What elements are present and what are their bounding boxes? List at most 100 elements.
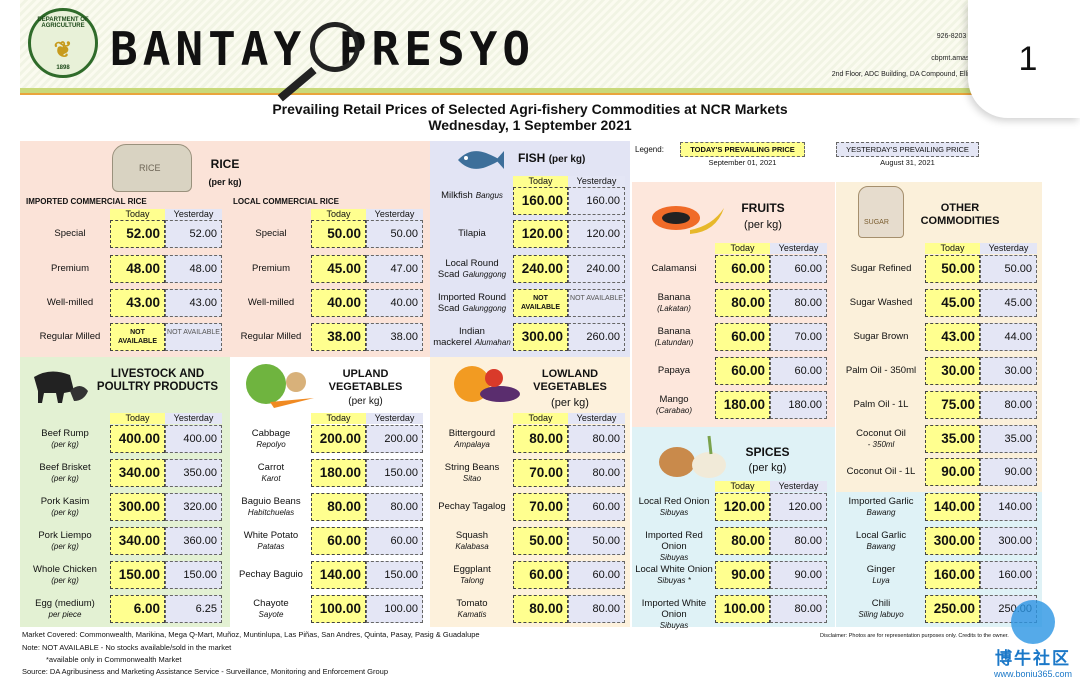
livestock-today-price: 300.00	[110, 493, 165, 521]
livestock-item-subname: (per kg)	[51, 440, 79, 449]
wheat-icon: ❦	[53, 37, 73, 62]
rice-imported-yesterday-price: 43.00	[165, 289, 222, 317]
upland-item-subname: Patatas	[257, 542, 285, 551]
fruits-yesterday-price: 60.00	[770, 255, 827, 283]
lowland-today-price: 70.00	[513, 459, 568, 487]
upland-today-header: Today	[311, 413, 366, 424]
fruits-item-label: Calamansi	[635, 263, 713, 274]
rice-local-item-name: Well-milled	[247, 297, 295, 308]
livestock-yesterday-header: Yesterday	[165, 413, 222, 424]
other-yesterday-price: 35.00	[980, 425, 1037, 453]
spices-right-item-name: Imported Garlic	[848, 496, 914, 507]
rice-imported-yesterday-price: NOT AVAILABLE	[165, 323, 222, 351]
spices-right-item-subname: Bawang	[866, 542, 896, 551]
lowland-item-name: Squash	[455, 530, 489, 541]
other-yesterday-price: 80.00	[980, 391, 1037, 419]
fruits-item-name: Mango	[659, 394, 689, 405]
upland-item-label: Baguio Beans Habitchuelas	[231, 496, 311, 518]
spices-right-today-price: 140.00	[925, 493, 980, 521]
upland-yesterday-price: 80.00	[366, 493, 423, 521]
spices-yesterday-price: 90.00	[770, 561, 827, 589]
livestock-yesterday-price: 150.00	[165, 561, 222, 589]
upland-yesterday-price: 60.00	[366, 527, 423, 555]
upland-yesterday-price: 150.00	[366, 561, 423, 589]
spices-item-subname: Sibuyas	[659, 553, 689, 562]
spices-right-yesterday-price: 140.00	[980, 493, 1037, 521]
upland-item-label: White Potato Patatas	[231, 530, 311, 552]
livestock-item-name: Pork Liempo	[38, 530, 92, 541]
fruits-item-name: Papaya	[657, 365, 691, 376]
other-today-header: Today	[925, 243, 980, 254]
fish-item-name: Local Round Scad	[437, 258, 499, 280]
upland-yesterday-header: Yesterday	[366, 413, 423, 424]
lowland-yesterday-price: 60.00	[568, 493, 625, 521]
local-rice-title: LOCAL COMMERCIAL RICE	[233, 197, 339, 206]
upland-item-label: Chayote Sayote	[231, 598, 311, 620]
spices-item-subname: Sibuyas *	[657, 576, 691, 585]
fish-yesterday-price: 240.00	[568, 255, 625, 283]
livestock-item-label: Beef Rump (per kg)	[22, 428, 108, 450]
livestock-item-subname: per piece	[48, 610, 82, 619]
fish-title: FISH	[518, 151, 546, 165]
livestock-icon	[30, 363, 90, 407]
lowland-yesterday-price: 50.00	[568, 527, 625, 555]
legend-yesterday-date: August 31, 2021	[880, 158, 935, 167]
fruits-yesterday-price: 70.00	[770, 323, 827, 351]
upland-today-price: 180.00	[311, 459, 366, 487]
other-item-label: Coconut Oil - 1L	[838, 466, 924, 477]
fruits-today-price: 80.00	[715, 289, 770, 317]
rice-imported-today-price: 52.00	[110, 220, 165, 248]
livestock-yesterday-price: 360.00	[165, 527, 222, 555]
rice-sack-label: RICE	[139, 163, 161, 173]
other-today-price: 43.00	[925, 323, 980, 351]
spices-right-item-label: Ginger Luya	[838, 564, 924, 586]
spices-yesterday-price: 80.00	[770, 527, 827, 555]
upland-item-subname: Karot	[261, 474, 281, 483]
lowland-yesterday-price: 60.00	[568, 561, 625, 589]
fish-item-label: Milkfish Bangus	[432, 190, 512, 201]
livestock-item-subname: (per kg)	[51, 542, 79, 551]
other-item-label: Sugar Washed	[838, 297, 924, 308]
lowland-item-label: Tomato Kamatis	[432, 598, 512, 620]
fruits-today-price: 60.00	[715, 255, 770, 283]
fruits-item-subname: (Carabao)	[655, 406, 692, 415]
fish-item-label: Imported Round Scad Galunggong	[432, 292, 512, 314]
other-today-price: 30.00	[925, 357, 980, 385]
rice-imported-item-label: Special	[20, 228, 120, 239]
sugar-bag-icon: SUGAR	[858, 186, 904, 238]
fruits-item-label: Banana (Lakatan)	[635, 292, 713, 314]
upland-item-subname: Sayote	[258, 610, 284, 619]
fish-yesterday-header: Yesterday	[568, 176, 625, 187]
header-divider-accent	[20, 93, 1045, 95]
rice-imported-yesterday-price: 48.00	[165, 255, 222, 283]
lowland-item-name: Bittergourd	[448, 428, 496, 439]
footer-note: Note: NOT AVAILABLE - No stocks availabl…	[22, 643, 232, 652]
fruits-yesterday-price: 60.00	[770, 357, 827, 385]
upland-item-subname: Habitchuelas	[247, 508, 295, 517]
header-email: cbpmt.amas2015	[931, 55, 985, 62]
fish-yesterday-price: NOT AVAILABLE	[568, 289, 625, 317]
upland-item-name: Cabbage	[251, 428, 291, 439]
spices-today-price: 100.00	[715, 595, 770, 623]
fruits-yesterday-price: 180.00	[770, 391, 827, 419]
other-yesterday-header: Yesterday	[980, 243, 1037, 254]
livestock-today-price: 340.00	[110, 527, 165, 555]
fish-item-name: Indian mackerel	[433, 326, 485, 348]
upland-vegetables-icon	[240, 362, 318, 414]
spices-right-yesterday-price: 300.00	[980, 527, 1037, 555]
rice-local-item-label: Special	[231, 228, 311, 239]
lowland-item-name: Tomato	[456, 598, 488, 609]
upland-today-price: 80.00	[311, 493, 366, 521]
fruits-unit: (per kg)	[744, 219, 782, 231]
livestock-item-label: Pork Kasim (per kg)	[22, 496, 108, 518]
rice-local-item-name: Regular Milled	[240, 331, 302, 342]
fruits-item-name: Banana	[657, 326, 691, 337]
lowland-item-subname: Sitao	[462, 474, 482, 483]
other-item-name: Sugar Refined	[850, 263, 912, 274]
fish-item-name: Milkfish	[441, 190, 473, 201]
livestock-item-subname: (per kg)	[51, 576, 79, 585]
fish-today-price: 300.00	[513, 323, 568, 351]
upland-item-subname: Repolyo	[256, 440, 286, 449]
livestock-today-price: 150.00	[110, 561, 165, 589]
